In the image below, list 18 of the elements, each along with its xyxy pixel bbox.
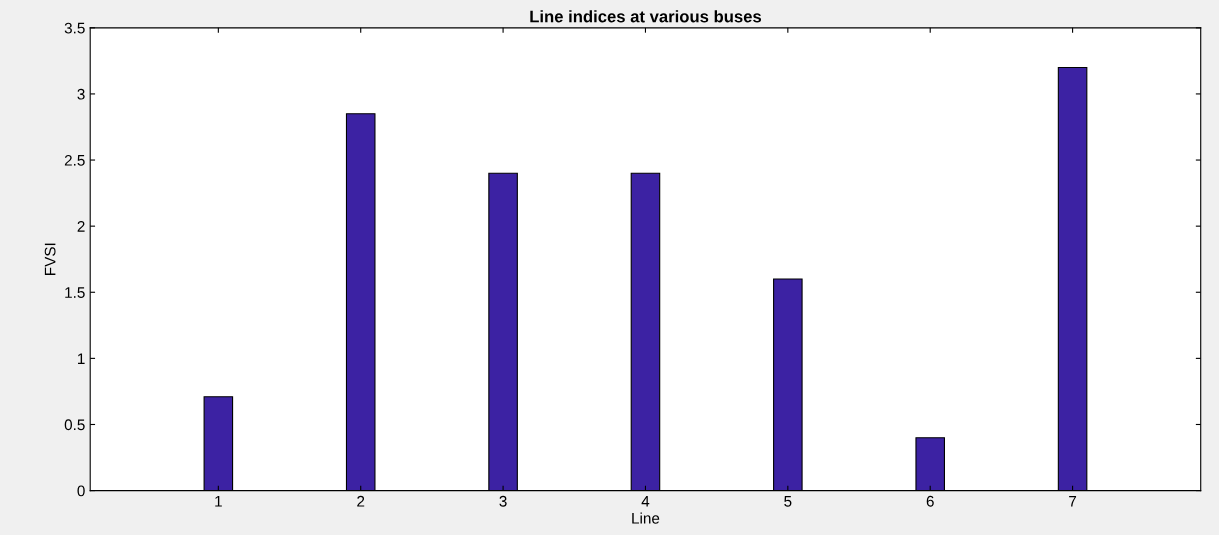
y-tick-label: 1 [78, 353, 85, 364]
y-tick-label: 0.5 [64, 419, 85, 431]
y-tick-label: 1.5 [65, 287, 85, 298]
y-tick-label: 3 [77, 88, 85, 100]
y-tick-label: 2.5 [64, 154, 85, 166]
chart-title: Line indices at various buses [530, 10, 762, 23]
x-tick-label: 4 [641, 496, 650, 507]
x-axis-title: Line [632, 512, 660, 524]
x-tick-label: 6 [926, 495, 934, 507]
y-axis-title: FVSI [44, 243, 56, 275]
x-tick-label: 2 [357, 495, 365, 507]
y-tick-label: 3.5 [64, 22, 85, 34]
y-tick-label: 2 [77, 221, 85, 232]
x-tick-label: 3 [499, 495, 507, 507]
x-tick-label: 5 [784, 496, 792, 507]
y-tick-label: 0 [77, 485, 85, 497]
x-tick-label: 1 [215, 496, 222, 507]
x-tick-label: 7 [1069, 496, 1077, 507]
